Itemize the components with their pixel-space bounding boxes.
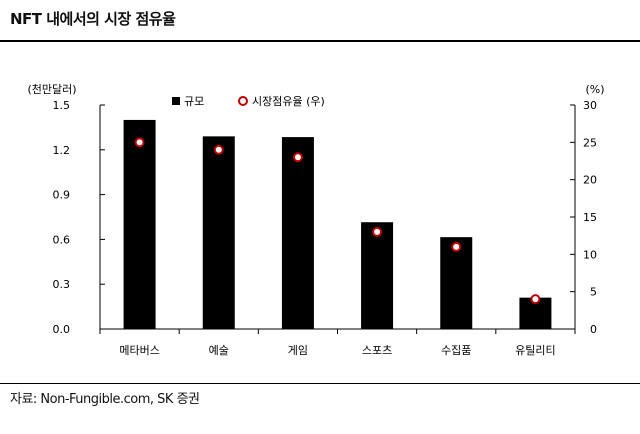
axes: 0.0 0.3 0.6 0.9 1.2 1.5 0 5 10 15 20 25 30 (천만달러) (%) 메… [27,82,604,357]
source-note: 자료: Non-Fungible.com, SK 증권 [10,392,200,407]
x-tick-label: 메타버스 [119,344,159,357]
left-tick-label: 0.3 [53,278,71,291]
left-axis-unit: (천만달러) [27,82,76,96]
points [134,137,541,305]
left-tick-label: 1.5 [53,99,71,112]
share-point [372,226,383,237]
bar [123,119,156,329]
bar [202,136,235,329]
legend: 규모 시장점유율 (우) [172,95,325,108]
share-point [451,241,462,252]
chart-title: NFT 내에서의 시장 점유율 [10,10,176,28]
share-point [134,137,145,148]
bars [123,119,552,329]
x-tick-label: 수집품 [441,344,471,357]
legend-point-swatch [238,96,248,106]
x-tick-label: 유틸리티 [515,344,555,357]
share-point [292,152,303,163]
x-tick-label: 예술 [209,344,229,357]
left-tick-label: 0.0 [53,323,71,336]
right-tick-label: 10 [583,248,597,261]
left-tick-label: 0.9 [53,189,71,202]
share-point [213,144,224,155]
title-divider [0,40,640,42]
legend-point-label: 시장점유율 (우) [252,95,325,108]
bar [361,222,394,329]
right-axis-unit: (%) [585,83,604,96]
right-tick-label: 20 [583,174,597,187]
right-tick-label: 15 [583,211,597,224]
bar [281,137,314,329]
left-tick-label: 0.6 [53,233,71,246]
share-point [530,294,541,305]
source-divider [0,383,640,384]
right-tick-label: 25 [583,136,597,149]
x-tick-label: 게임 [288,344,308,357]
left-tick-label: 1.2 [53,144,71,157]
right-tick-label: 30 [583,99,597,112]
right-tick-label: 0 [590,323,597,336]
bar [440,237,473,329]
right-tick-label: 5 [590,286,597,299]
x-tick-label: 스포츠 [362,344,392,357]
legend-bar-label: 규모 [184,95,204,108]
legend-bar-swatch [172,97,180,105]
